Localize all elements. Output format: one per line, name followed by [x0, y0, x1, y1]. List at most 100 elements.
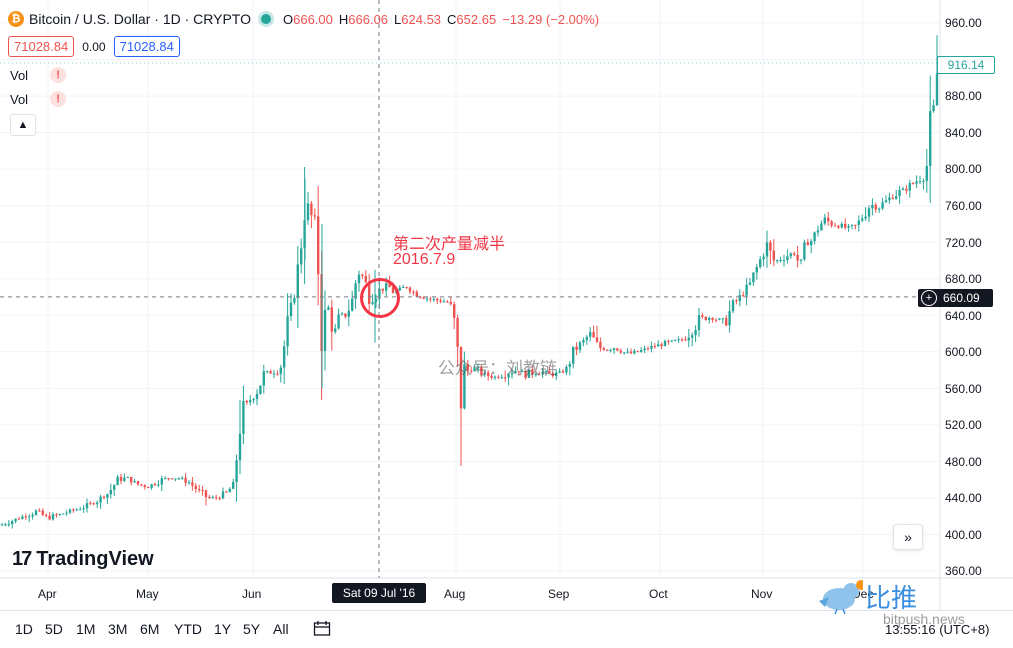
candle-body: [922, 180, 925, 182]
candle: [476, 363, 480, 373]
timeframe-1d[interactable]: 1D: [15, 621, 33, 637]
candle-body: [422, 297, 425, 299]
candle: [442, 298, 446, 303]
candle: [796, 246, 799, 268]
tradingview-logo[interactable]: 17 TradingView: [12, 548, 154, 571]
candle-body: [646, 348, 650, 350]
candle: [453, 301, 456, 330]
candle: [609, 348, 612, 353]
candle: [490, 373, 493, 380]
candle: [45, 513, 48, 518]
grid-lines: [0, 0, 1013, 610]
timeframe-ytd[interactable]: YTD: [174, 621, 202, 637]
timeframe-6m[interactable]: 6M: [140, 621, 160, 637]
indicator-vol-1[interactable]: Vol !: [10, 67, 67, 83]
candle: [68, 508, 72, 515]
annotation-title[interactable]: 第二次产量减半: [393, 236, 506, 253]
timeframe-1m[interactable]: 1M: [76, 621, 96, 637]
candle: [347, 299, 350, 327]
timeframe-3m[interactable]: 3M: [108, 621, 128, 637]
price-tick: 360.00: [945, 564, 982, 578]
candle: [58, 513, 61, 516]
symbol-title[interactable]: Bitcoin / U.S. Dollar · 1D · CRYPTO: [29, 11, 251, 27]
candle-body: [626, 351, 629, 353]
candle-body: [164, 478, 167, 480]
candle-body: [296, 264, 299, 298]
candle-body: [361, 274, 364, 276]
candle-body: [599, 341, 602, 349]
sell-price-button[interactable]: 71028.84: [8, 36, 75, 57]
candle-body: [776, 260, 779, 262]
timeframe-5d[interactable]: 5D: [45, 621, 63, 637]
price-tick: 760.00: [945, 199, 982, 213]
candle-body: [133, 481, 136, 483]
low-label: L: [394, 11, 402, 27]
indicator-vol-2[interactable]: Vol !: [10, 91, 67, 107]
warning-icon[interactable]: !: [50, 91, 67, 107]
candle-body: [483, 372, 486, 375]
candle-body: [793, 253, 796, 255]
candle: [262, 364, 265, 394]
candle-body: [585, 336, 588, 341]
collapse-legend-button[interactable]: ▲: [10, 114, 36, 136]
annotation-circle[interactable]: [360, 278, 400, 318]
candle: [884, 195, 888, 203]
candle: [473, 364, 476, 372]
candle: [589, 326, 592, 342]
crosshair-price-label[interactable]: + 660.09: [918, 289, 993, 307]
candle-body: [929, 111, 932, 166]
candle: [745, 278, 748, 306]
price-chart[interactable]: [0, 0, 1013, 610]
candle: [558, 368, 561, 374]
candle-body: [857, 220, 860, 226]
calendar-icon[interactable]: [313, 620, 331, 637]
candle: [755, 264, 758, 280]
candle: [704, 316, 707, 321]
candle-body: [568, 363, 571, 367]
symbol-legend[interactable]: ₿ Bitcoin / U.S. Dollar · 1D · CRYPTO O …: [8, 8, 605, 30]
candle: [786, 249, 789, 264]
candle: [357, 270, 361, 292]
candle-body: [204, 490, 208, 498]
candle: [187, 479, 191, 485]
candle: [92, 502, 95, 506]
candle-body: [68, 509, 72, 513]
buy-price-button[interactable]: 71028.84: [113, 36, 180, 57]
candle: [697, 308, 701, 337]
warning-icon[interactable]: !: [50, 67, 67, 83]
candle: [830, 219, 833, 228]
candle-body: [34, 510, 38, 515]
candle-body: [745, 284, 748, 296]
candle-body: [514, 371, 517, 374]
scroll-to-realtime-button[interactable]: »: [893, 524, 923, 550]
candle: [313, 208, 316, 221]
plus-icon[interactable]: +: [921, 290, 937, 306]
timeframe-1y[interactable]: 1Y: [214, 621, 232, 637]
candle-body: [521, 371, 524, 373]
annotation-date[interactable]: 2016.7.9: [393, 251, 456, 268]
candle-body: [262, 371, 265, 386]
candle: [612, 347, 616, 354]
candle: [585, 334, 588, 345]
candle: [680, 337, 684, 342]
spread-value: 0.00: [82, 39, 106, 54]
candle-body: [517, 371, 520, 373]
candle: [48, 512, 51, 521]
candle: [548, 366, 551, 374]
candle-body: [769, 242, 772, 251]
candle-body: [300, 248, 303, 265]
candle: [398, 285, 401, 292]
timeframe-all[interactable]: All: [273, 621, 289, 637]
clock-readout[interactable]: 13:55:16 (UTC+8): [885, 622, 990, 637]
candle: [633, 348, 636, 355]
candle-body: [456, 317, 459, 347]
timeframe-5y[interactable]: 5Y: [243, 621, 261, 637]
candle-body: [932, 105, 935, 112]
time-tick: Nov: [751, 587, 773, 601]
candle-body: [347, 310, 350, 317]
candle: [905, 184, 908, 195]
candle-body: [493, 376, 497, 378]
candle: [79, 506, 82, 511]
candle: [827, 212, 830, 226]
candle: [912, 182, 915, 185]
